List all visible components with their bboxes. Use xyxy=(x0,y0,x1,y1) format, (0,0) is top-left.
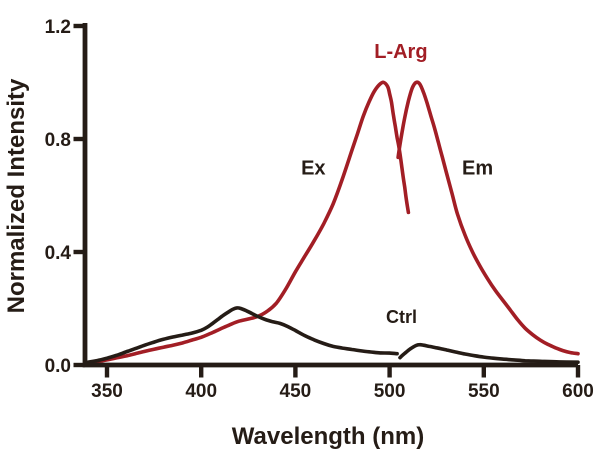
y-tick-label: 0.8 xyxy=(45,130,71,151)
y-axis-title: Normalized Intensity xyxy=(3,78,30,313)
annotation-ex-label: Ex xyxy=(301,157,325,179)
ctrl-ex-curve xyxy=(86,306,399,364)
annotation-em-label: Em xyxy=(462,157,493,179)
tick-label-layer: 350 400 450 500 550 600 0.0 0.4 0.8 1.2 xyxy=(45,17,594,402)
x-tick-label: 400 xyxy=(185,381,217,402)
axis-spines xyxy=(82,23,578,368)
ctrl-em-curve xyxy=(398,342,580,364)
y-tick-label: 0.0 xyxy=(45,356,71,377)
x-tick-label: 500 xyxy=(374,381,406,402)
y-tick-label: 0.4 xyxy=(45,243,72,264)
series-layer xyxy=(86,80,580,365)
larg-em-curve xyxy=(396,80,580,356)
x-tick-label: 350 xyxy=(91,381,123,402)
axes-layer xyxy=(73,23,581,378)
x-tick-label: 550 xyxy=(468,381,500,402)
x-axis-title: Wavelength (nm) xyxy=(232,423,424,450)
annotation-ctrl-label: Ctrl xyxy=(386,307,417,327)
x-tick-label: 600 xyxy=(562,381,594,402)
annotation-larg-label: L-Arg xyxy=(374,41,427,63)
y-tick-label: 1.2 xyxy=(45,17,71,38)
x-tick-label: 450 xyxy=(280,381,312,402)
annotation-layer: L-Arg Ex Em Ctrl xyxy=(301,41,493,327)
larg-ex-curve xyxy=(86,80,411,365)
